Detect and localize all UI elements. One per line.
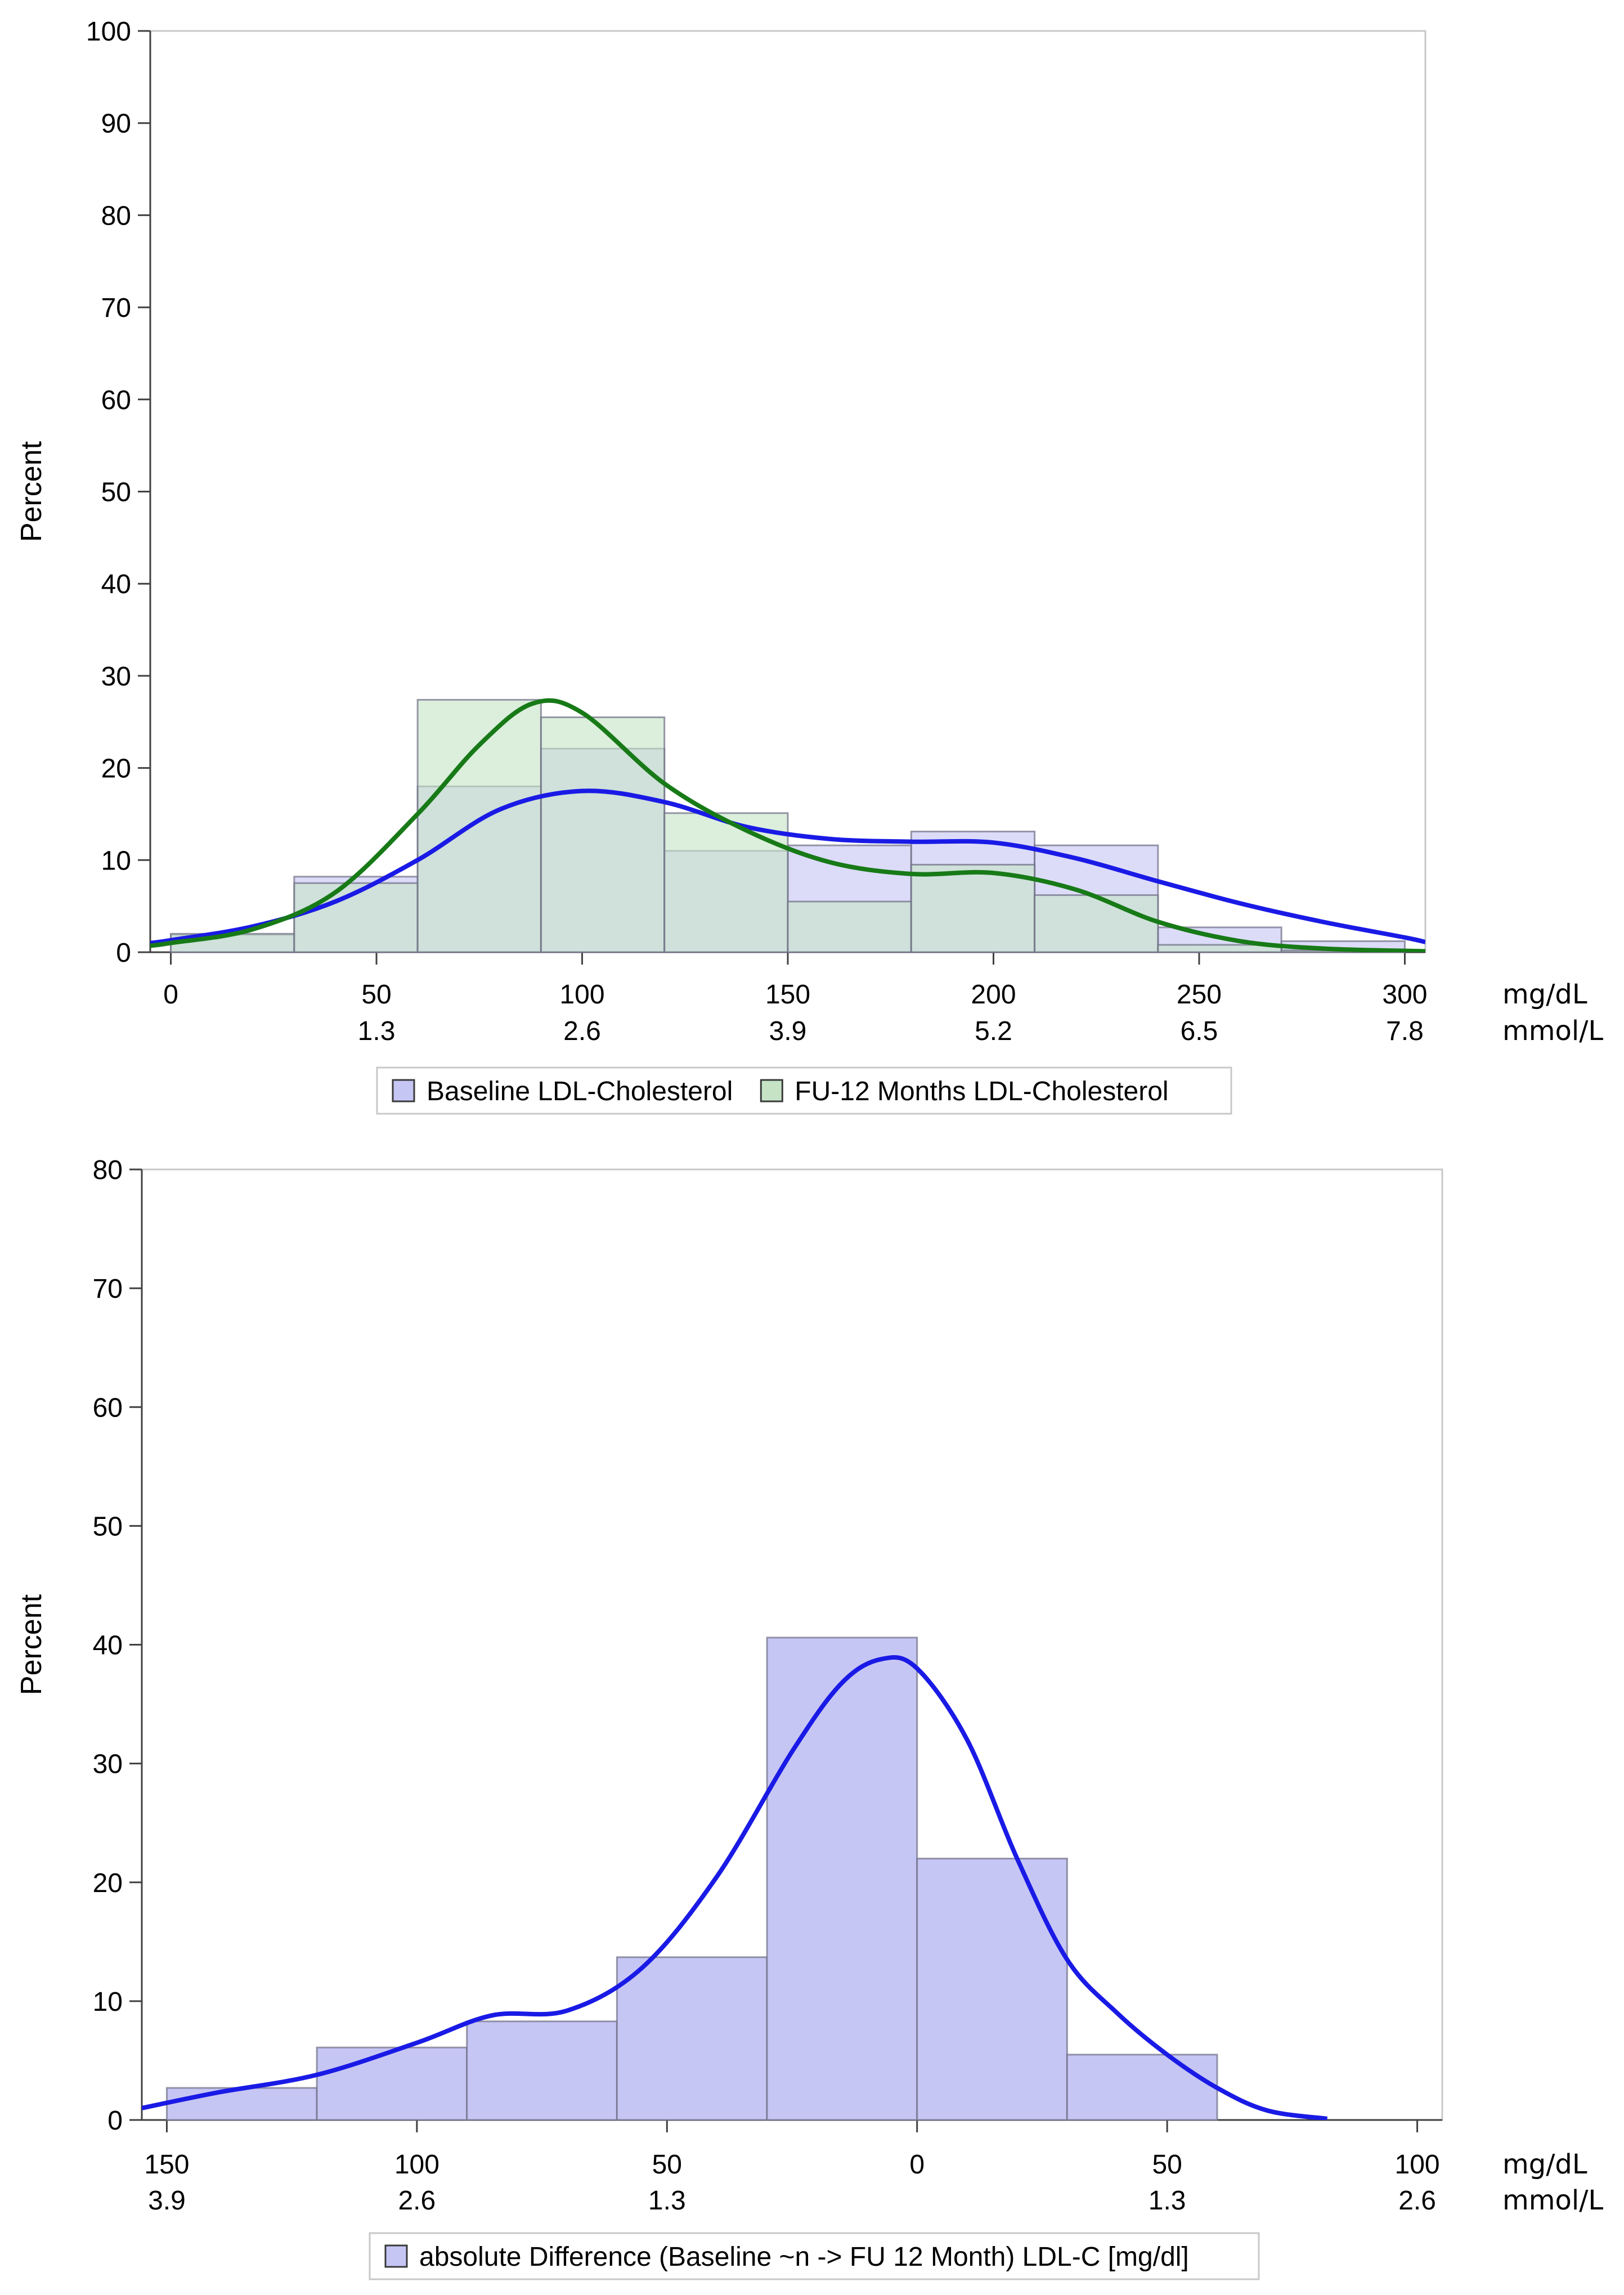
x-tick-sublabel: 1.3	[1149, 2186, 1186, 2216]
histogram-bar-series-1	[616, 1956, 768, 2121]
x-tick-label: 50	[652, 2150, 682, 2180]
y-tick-label: 50	[93, 1512, 123, 1541]
histogram-bar-series-2	[1034, 894, 1159, 953]
x-tick-sublabel: 2.6	[398, 2186, 436, 2216]
legend-frame	[376, 1066, 1232, 1115]
legend: Baseline LDL-Cholesterol FU-12 Months LDL…	[376, 1066, 1232, 1115]
x-tick-sublabel: 5.2	[975, 1016, 1012, 1046]
x-unit-secondary: mmol/L	[1502, 2185, 1603, 2216]
histogram-bar-series-2	[910, 863, 1036, 953]
y-tick-label: 60	[93, 1393, 123, 1423]
density-curve-series-2	[150, 698, 1425, 952]
histogram-bar-series-1	[766, 1637, 918, 2121]
x-tick-label: 150	[765, 980, 810, 1010]
legend-label-series-1: Baseline LDL-Cholesterol	[427, 1077, 733, 1106]
histogram-bar-series-2	[663, 812, 789, 953]
y-axis-label: Percent	[15, 1594, 48, 1695]
x-unit-primary: mg/dL	[1502, 979, 1587, 1010]
x-tick-label: 0	[163, 980, 178, 1010]
histogram-bar-series-2	[540, 716, 666, 953]
x-unit-primary: mg/dL	[1502, 2149, 1587, 2180]
y-tick-label: 10	[101, 846, 131, 876]
y-tick-label: 70	[101, 293, 131, 323]
x-tick-label: 100	[559, 980, 604, 1010]
y-tick-label: 40	[101, 570, 131, 599]
legend-label-series-2: FU-12 Months LDL-Cholesterol	[795, 1077, 1168, 1106]
x-tick-label: 300	[1382, 980, 1427, 1010]
x-tick-label: 200	[971, 980, 1016, 1010]
histogram-bar-series-2	[787, 900, 912, 953]
x-tick-sublabel: 2.6	[1398, 2186, 1436, 2216]
legend-swatch-series-2	[760, 1079, 783, 1102]
histogram-bar-series-1	[466, 2020, 618, 2121]
y-tick-label: 20	[101, 754, 131, 784]
x-tick-sublabel: 1.3	[648, 2186, 686, 2216]
y-tick-label: 60	[101, 386, 131, 415]
y-tick-label: 70	[93, 1274, 123, 1304]
x-tick-label: 100	[394, 2150, 439, 2180]
histogram-bar-series-1	[1066, 2054, 1218, 2121]
legend: absolute Difference (Baseline ~n -> FU 1…	[369, 2232, 1260, 2280]
legend-frame	[369, 2232, 1260, 2280]
x-tick-label: 100	[1395, 2150, 1440, 2180]
y-tick-label: 80	[101, 201, 131, 231]
x-tick-label: 250	[1177, 980, 1222, 1010]
legend-swatch-series-1	[392, 1079, 415, 1102]
x-tick-label: 0	[909, 2150, 925, 2180]
chart-2: 0 10 20 30 40 50 60 70 80 Percent 150 3.9 100 2.6 50 1.…	[15, 1155, 1603, 2280]
y-tick-label: 100	[86, 17, 131, 47]
density-curve-series-1	[150, 788, 1425, 945]
y-tick-label: 0	[107, 2106, 123, 2136]
density-curve-series-1	[142, 1655, 1328, 2120]
x-tick-sublabel: 3.9	[148, 2186, 186, 2216]
histogram-bar-series-2	[170, 933, 295, 953]
y-tick-label: 30	[93, 1750, 123, 1779]
y-tick-label: 80	[93, 1155, 123, 1185]
histogram-bar-series-1	[165, 2087, 318, 2121]
x-tick-sublabel: 6.5	[1181, 1016, 1218, 1046]
x-tick-label: 50	[361, 980, 391, 1010]
x-tick-sublabel: 1.3	[358, 1016, 396, 1046]
y-tick-label: 90	[101, 109, 131, 139]
y-tick-label: 30	[101, 662, 131, 692]
x-tick-label: 150	[144, 2150, 189, 2180]
histogram-bar-series-1	[316, 2046, 468, 2121]
chart-1: 0 10 20 30 40 50 60 70 80 90 100 Percent 0 50 1.3 100 2.…	[15, 17, 1603, 1115]
y-tick-label: 20	[93, 1868, 123, 1898]
histogram-bar-series-2	[1157, 944, 1282, 953]
y-tick-label: 50	[101, 478, 131, 508]
x-tick-label: 50	[1152, 2150, 1182, 2180]
legend-label-series-1: absolute Difference (Baseline ~n -> FU 1…	[419, 2242, 1189, 2272]
legend-swatch-series-1	[384, 2244, 408, 2268]
histogram-bar-series-1	[916, 1858, 1068, 2121]
x-tick-sublabel: 7.8	[1386, 1016, 1424, 1046]
y-axis-label: Percent	[15, 441, 48, 542]
x-tick-sublabel: 3.9	[769, 1016, 807, 1046]
y-tick-label: 10	[93, 1987, 123, 2017]
y-tick-label: 40	[93, 1631, 123, 1661]
x-unit-secondary: mmol/L	[1502, 1015, 1603, 1047]
y-tick-label: 0	[116, 938, 131, 968]
histogram-bar-series-2	[416, 698, 542, 953]
x-tick-sublabel: 2.6	[563, 1016, 601, 1046]
